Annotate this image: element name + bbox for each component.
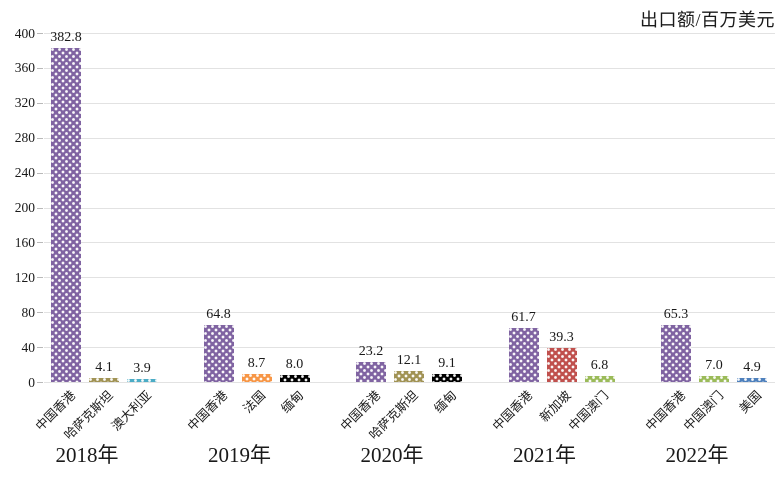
bar-category-label: 美国	[736, 388, 765, 416]
bar	[432, 374, 462, 382]
gridline	[44, 347, 775, 349]
chart-title: 出口额/百万美元	[639, 10, 775, 30]
y-axis-tick	[37, 207, 43, 209]
gridline	[44, 207, 775, 209]
gridline	[44, 67, 775, 69]
y-axis-label: 160	[14, 234, 35, 250]
bar-value-label: 6.8	[590, 358, 609, 374]
bar-category-label: 缅甸	[431, 388, 460, 416]
bar	[241, 374, 272, 382]
y-axis-label: 240	[14, 165, 35, 181]
gridline	[44, 382, 775, 383]
gridline	[44, 33, 775, 34]
bar-value-label: 4.9	[743, 359, 761, 375]
bar-category-label: 中国香港	[185, 388, 231, 434]
gridline	[44, 242, 775, 244]
bar	[394, 371, 424, 382]
bar	[51, 48, 81, 382]
bar-value-label: 7.0	[705, 357, 723, 373]
y-axis-tick	[37, 312, 43, 314]
bar-category-label: 中国澳门	[680, 388, 727, 434]
bar-value-label: 4.1	[95, 360, 113, 376]
y-axis-tick	[37, 137, 43, 139]
bar	[584, 376, 615, 382]
bar-value-label: 39.3	[549, 329, 574, 345]
y-axis-label: 0	[28, 374, 35, 390]
bar-category-label: 缅甸	[279, 388, 307, 416]
year-label: 2018年	[55, 443, 119, 467]
gridline	[44, 172, 775, 174]
year-label: 2020年	[360, 443, 424, 467]
bar-value-label: 8.7	[247, 356, 266, 372]
bar-value-label: 65.3	[663, 307, 689, 323]
y-axis-tick	[37, 242, 43, 244]
bar	[279, 375, 310, 382]
y-axis-tick	[37, 33, 43, 34]
year-label: 2021年	[513, 443, 576, 467]
bar	[508, 328, 539, 382]
y-axis-label: 320	[14, 95, 35, 111]
y-axis-label: 80	[21, 304, 36, 320]
y-axis-tick	[37, 277, 43, 279]
bar	[699, 375, 729, 382]
bar	[546, 347, 577, 382]
y-axis-label: 280	[14, 130, 35, 146]
y-axis-tick	[37, 67, 43, 69]
bar-category-label: 中国澳门	[566, 388, 612, 434]
bar	[89, 378, 119, 382]
bar-category-label: 法国	[241, 388, 269, 416]
y-axis-label: 40	[21, 339, 36, 355]
year-label: 2019年	[208, 443, 271, 467]
bar	[356, 361, 386, 382]
gridline	[44, 137, 775, 139]
y-axis-label: 200	[14, 200, 35, 215]
bar-category-label: 中国香港	[490, 388, 536, 434]
bar	[127, 378, 157, 382]
bar-category-label: 中国香港	[642, 388, 689, 434]
y-axis-tick	[37, 382, 43, 383]
bar-category-label: 澳大利亚	[108, 388, 155, 434]
year-label: 2022年	[665, 443, 729, 467]
bar-value-label: 12.1	[396, 353, 422, 369]
bar-value-label: 61.7	[511, 310, 536, 326]
bar-value-label: 3.9	[133, 360, 151, 376]
gridline	[44, 277, 775, 279]
bar	[737, 377, 767, 382]
bar-value-label: 382.8	[50, 30, 82, 45]
gridline	[44, 102, 775, 104]
y-axis-tick	[37, 102, 43, 104]
y-axis-label: 360	[14, 60, 35, 76]
y-axis-label: 120	[14, 269, 35, 285]
bar	[661, 325, 691, 382]
bar-value-label: 9.1	[438, 356, 456, 372]
y-axis-label: 400	[14, 25, 35, 41]
y-axis-tick	[37, 172, 43, 174]
y-axis-tick	[37, 347, 43, 349]
gridline	[44, 312, 775, 314]
bar	[203, 325, 234, 382]
bar-value-label: 64.8	[206, 307, 231, 323]
bar-value-label: 23.2	[358, 343, 384, 359]
bar-value-label: 8.0	[285, 357, 304, 373]
